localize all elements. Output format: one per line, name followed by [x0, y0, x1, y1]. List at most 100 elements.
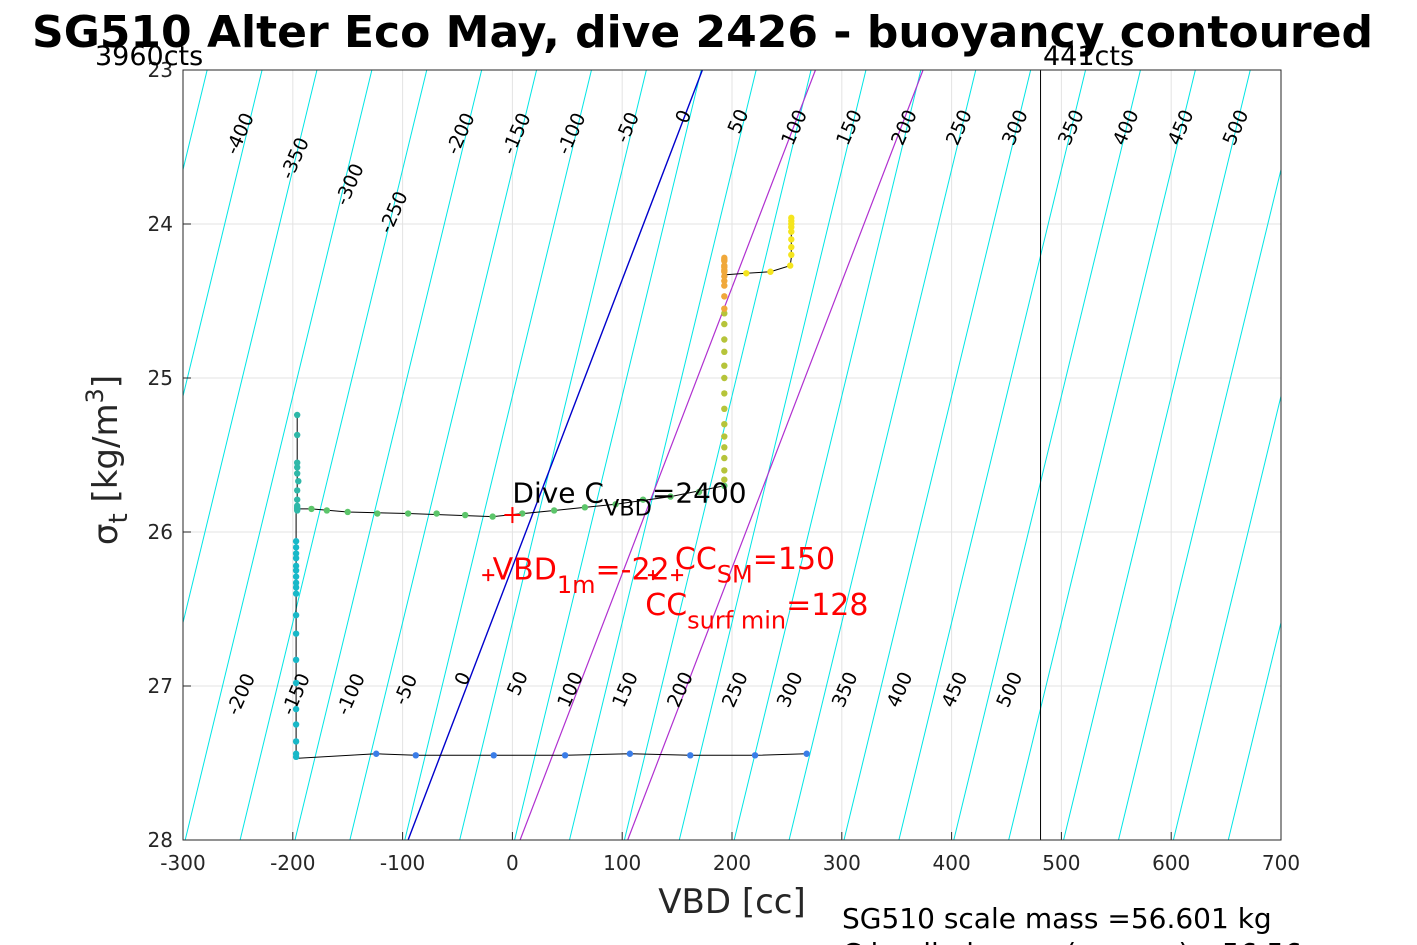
data-point — [721, 273, 728, 280]
data-point — [292, 630, 300, 637]
annotation-text: CC — [645, 588, 687, 623]
data-point — [292, 656, 300, 664]
x-tick-label: 200 — [713, 851, 751, 875]
contour-line — [1172, 393, 1281, 840]
annotation-subscript: VBD — [604, 495, 652, 521]
data-point — [293, 487, 301, 494]
data-point — [721, 310, 728, 317]
contour-line — [239, 70, 428, 840]
y-tick-label: 23 — [148, 58, 173, 82]
contour-line — [1063, 70, 1251, 840]
contour-lines — [0, 70, 1281, 840]
data-point — [743, 270, 750, 277]
contour-line — [0, 70, 97, 840]
annotation-subscript: surf min — [687, 607, 786, 635]
annotation-value: =-22 — [596, 553, 670, 588]
data-point — [721, 362, 728, 369]
data-point — [293, 431, 301, 439]
contour-line — [349, 70, 538, 840]
y-tick-label: 27 — [148, 674, 173, 698]
data-point — [292, 590, 300, 597]
data-point — [612, 501, 619, 508]
data-point — [292, 567, 300, 574]
data-point — [292, 573, 300, 580]
data-point — [721, 444, 728, 451]
data-point — [490, 752, 497, 759]
data-point — [639, 496, 647, 503]
data-point — [687, 752, 694, 759]
data-point — [561, 752, 569, 759]
annotation-subscript: 1m — [557, 571, 596, 599]
y-axis-label-unit-sup: 3 — [81, 388, 109, 403]
data-point — [293, 507, 301, 514]
data-point — [292, 721, 300, 728]
x-tick-label: 100 — [603, 851, 641, 875]
x-tick-label: -100 — [380, 851, 425, 875]
data-point — [293, 496, 301, 503]
data-point — [721, 320, 728, 328]
contour-line — [1118, 167, 1281, 840]
annotation-cc-surf: CCsurf min=128 — [645, 588, 868, 635]
data-point — [721, 262, 728, 269]
data-point — [786, 262, 794, 269]
y-axis-label-unit: [kg/m — [86, 403, 126, 513]
data-point — [295, 477, 302, 485]
corner-label-left: 3960cts — [95, 41, 203, 72]
data-point — [433, 510, 440, 517]
contour-line — [0, 70, 152, 840]
data-points — [292, 214, 810, 761]
contour-line — [733, 70, 922, 840]
annotation-value: =150 — [753, 542, 835, 577]
data-point — [374, 510, 381, 517]
contour-line — [623, 70, 812, 840]
y-axis-label-sub: t — [104, 513, 134, 523]
annotation-text: CC — [675, 542, 717, 577]
zero-buoyancy-line — [407, 70, 704, 840]
x-tick-label: 0 — [506, 851, 519, 875]
y-axis-label-base: σ — [86, 524, 126, 546]
data-point — [292, 611, 300, 619]
x-tick-label: 500 — [1042, 851, 1080, 875]
y-axis-label-unit-close: ] — [86, 375, 126, 388]
x-tick-label: 600 — [1152, 851, 1190, 875]
annotation-text: VBD — [493, 553, 557, 588]
data-point — [581, 504, 589, 511]
data-point — [721, 421, 728, 428]
annotation-text: Dive C — [512, 477, 604, 510]
data-point — [292, 584, 300, 591]
data-point — [292, 738, 300, 745]
data-point — [721, 336, 728, 343]
annotation-value: =2400 — [652, 477, 747, 510]
contour-line — [898, 70, 1087, 840]
data-point — [721, 390, 728, 397]
data-point — [412, 752, 419, 759]
contour-line — [788, 70, 977, 840]
contour-line — [459, 70, 647, 840]
data-point — [292, 679, 300, 687]
contour-line — [678, 70, 867, 840]
cc-limit-line — [627, 70, 924, 840]
y-axis-label: σt [kg/m3] — [81, 375, 134, 545]
data-point — [788, 228, 795, 235]
x-tick-label: 300 — [823, 851, 861, 875]
data-point — [721, 405, 728, 412]
y-ticks: 23 24 25 26 27 28 — [148, 58, 191, 852]
data-point — [344, 508, 351, 516]
data-point — [788, 214, 795, 222]
contour-line — [183, 70, 318, 625]
data-point — [293, 464, 301, 471]
x-tick-label: 700 — [1262, 851, 1300, 875]
cc-limit-line — [519, 70, 817, 840]
annotation-subscript: SM — [717, 560, 753, 588]
data-point — [292, 544, 300, 551]
data-point — [293, 459, 301, 466]
data-point — [292, 705, 300, 713]
data-point — [788, 251, 795, 258]
y-tick-label: 26 — [148, 520, 173, 544]
chart-title: SG510 Alter Eco May, dive 2426 - buoyanc… — [32, 7, 1373, 58]
data-point — [767, 268, 774, 275]
data-point — [721, 374, 728, 382]
contour-line — [514, 70, 702, 840]
